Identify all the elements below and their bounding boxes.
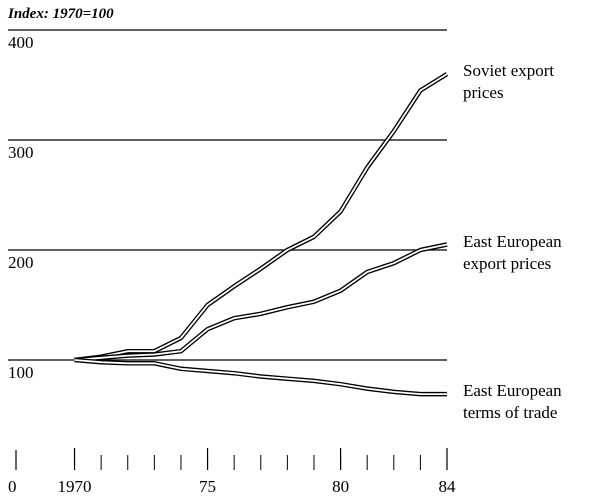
y-tick-label: 100: [8, 363, 34, 382]
series-line-inner: [74, 243, 448, 361]
series-line-inner: [74, 73, 448, 361]
x-tick-label: 84: [439, 477, 457, 496]
chart-title: Index: 1970=100: [7, 6, 114, 22]
y-tick-label: 0: [8, 477, 17, 496]
x-tick-label: 75: [199, 477, 216, 496]
series-label: Soviet export prices: [463, 61, 555, 102]
series-label: East European export prices: [463, 231, 562, 273]
y-tick-label: 200: [8, 253, 34, 272]
series-line: [74, 72, 449, 363]
x-tick-label: 80: [332, 477, 349, 496]
series-line-inner: [74, 359, 447, 395]
series-line: [74, 242, 448, 363]
y-tick-label: 400: [8, 33, 34, 52]
y-tick-label: 300: [8, 143, 34, 162]
series-label: East European terms of trade: [463, 381, 562, 423]
x-tick-label: 1970: [58, 477, 92, 496]
